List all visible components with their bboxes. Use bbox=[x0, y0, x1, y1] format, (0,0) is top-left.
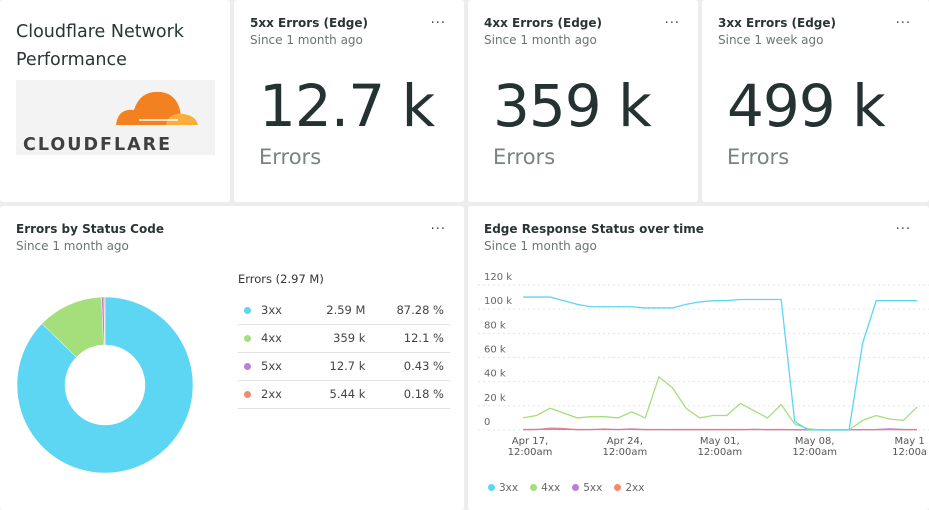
x-tick-label: 12:00am bbox=[508, 447, 553, 458]
x-tick-label: 12:00am bbox=[603, 447, 648, 458]
pie-total-label: Errors (2.97 M) bbox=[238, 272, 324, 286]
billboard-unit: Errors bbox=[493, 145, 556, 169]
y-tick-label: 0 bbox=[484, 417, 490, 428]
y-tick-label: 60 k bbox=[484, 345, 506, 356]
y-tick-label: 120 k bbox=[484, 272, 512, 283]
legend-dot-icon bbox=[614, 484, 622, 491]
y-tick-label: 40 k bbox=[484, 369, 506, 380]
status-code: 3xx bbox=[261, 302, 282, 317]
more-menu-button[interactable]: ... bbox=[430, 12, 446, 27]
row-percent: 87.28 % bbox=[371, 296, 450, 325]
pie-widget: Errors by Status Code Since 1 month ago … bbox=[0, 206, 464, 510]
billboard-5xx: 5xx Errors (Edge) Since 1 month ago ... … bbox=[234, 0, 464, 202]
y-tick-label: 100 k bbox=[484, 296, 512, 307]
pie-legend-row[interactable]: 2xx 5.44 k 0.18 % bbox=[238, 380, 450, 409]
widget-title: 3xx Errors (Edge) bbox=[718, 16, 837, 30]
legend-dot-icon bbox=[572, 484, 580, 491]
x-tick-label: May 1 bbox=[894, 436, 924, 447]
billboard-value: 12.7 k bbox=[259, 72, 435, 140]
series-dot-icon bbox=[244, 391, 251, 398]
chart-legend: 3xx 4xx 5xx 2xx bbox=[488, 482, 644, 494]
status-code: 4xx bbox=[261, 331, 282, 345]
row-percent: 0.43 % bbox=[371, 352, 450, 381]
legend-label: 2xx bbox=[625, 482, 645, 494]
billboard-unit: Errors bbox=[259, 145, 322, 169]
legend-label: 5xx bbox=[583, 482, 603, 494]
row-label: 5xx bbox=[238, 352, 304, 381]
widget-title: Edge Response Status over time bbox=[484, 222, 704, 236]
y-tick-label: 80 k bbox=[484, 320, 506, 331]
billboard-value: 359 k bbox=[493, 72, 652, 140]
widget-title: 5xx Errors (Edge) bbox=[250, 16, 369, 30]
series-line-4xx bbox=[522, 375, 918, 431]
legend-item-5xx[interactable]: 5xx bbox=[572, 482, 602, 494]
billboard-3xx: 3xx Errors (Edge) Since 1 week ago ... 4… bbox=[702, 0, 929, 202]
billboard-unit: Errors bbox=[727, 145, 790, 169]
row-label: 2xx bbox=[238, 380, 304, 409]
widget-since: Since 1 month ago bbox=[484, 239, 597, 253]
y-tick-label: 20 k bbox=[484, 393, 506, 404]
more-menu-button[interactable]: ... bbox=[895, 12, 911, 27]
series-dot-icon bbox=[244, 335, 251, 342]
row-label: 3xx bbox=[238, 296, 304, 325]
legend-item-4xx[interactable]: 4xx bbox=[530, 482, 560, 494]
row-value: 359 k bbox=[303, 324, 372, 353]
row-label: 4xx bbox=[238, 324, 304, 353]
more-menu-button[interactable]: ... bbox=[664, 12, 680, 27]
title-card: Cloudflare Network Performance CLOUDFLAR… bbox=[0, 0, 230, 202]
svg-text:CLOUDFLARE: CLOUDFLARE bbox=[23, 135, 172, 155]
x-tick-label: 12:00am bbox=[697, 447, 742, 458]
legend-item-3xx[interactable]: 3xx bbox=[488, 482, 518, 494]
legend-dot-icon bbox=[530, 484, 538, 491]
row-value: 12.7 k bbox=[303, 352, 372, 381]
x-tick-label: Apr 17, bbox=[512, 436, 548, 447]
donut-chart[interactable] bbox=[10, 290, 200, 480]
x-tick-label: May 01, bbox=[700, 436, 740, 447]
pie-legend-row[interactable]: 3xx 2.59 M 87.28 % bbox=[238, 296, 450, 325]
row-percent: 12.1 % bbox=[371, 324, 450, 353]
cloudflare-logo: CLOUDFLARE bbox=[16, 80, 215, 155]
series-dot-icon bbox=[244, 306, 251, 314]
widget-since: Since 1 month ago bbox=[250, 33, 363, 47]
legend-label: 3xx bbox=[499, 482, 519, 494]
more-menu-button[interactable]: ... bbox=[430, 218, 446, 233]
billboard-4xx: 4xx Errors (Edge) Since 1 month ago ... … bbox=[468, 0, 698, 202]
x-tick-label: May 08, bbox=[795, 436, 835, 447]
donut-slice-2xx bbox=[103, 296, 106, 346]
widget-since: Since 1 month ago bbox=[484, 33, 597, 47]
widget-title: 4xx Errors (Edge) bbox=[484, 16, 603, 30]
status-code: 2xx bbox=[261, 387, 282, 401]
series-line-3xx bbox=[523, 296, 917, 431]
pie-legend-row[interactable]: 5xx 12.7 k 0.43 % bbox=[238, 352, 450, 381]
row-percent: 0.18 % bbox=[371, 380, 450, 409]
row-value: 5.44 k bbox=[303, 380, 372, 409]
legend-label: 4xx bbox=[541, 482, 561, 494]
x-tick-label: Apr 24, bbox=[607, 436, 643, 447]
widget-since: Since 1 week ago bbox=[718, 33, 824, 47]
series-line-5xx bbox=[522, 428, 917, 431]
legend-item-2xx[interactable]: 2xx bbox=[614, 482, 644, 494]
row-value: 2.59 M bbox=[303, 296, 372, 325]
billboard-value: 499 k bbox=[727, 72, 886, 140]
pie-legend-row[interactable]: 4xx 359 k 12.1 % bbox=[238, 324, 450, 353]
more-menu-button[interactable]: ... bbox=[895, 218, 911, 233]
x-tick-label: 12:00am bbox=[792, 447, 837, 458]
x-tick-label: 12:00a bbox=[892, 447, 927, 458]
legend-dot-icon bbox=[488, 484, 495, 491]
widget-since: Since 1 month ago bbox=[16, 239, 129, 253]
dashboard-title: Cloudflare Network Performance bbox=[16, 22, 184, 70]
widget-title: Errors by Status Code bbox=[16, 222, 164, 236]
status-code: 5xx bbox=[261, 359, 282, 373]
series-dot-icon bbox=[244, 363, 251, 370]
